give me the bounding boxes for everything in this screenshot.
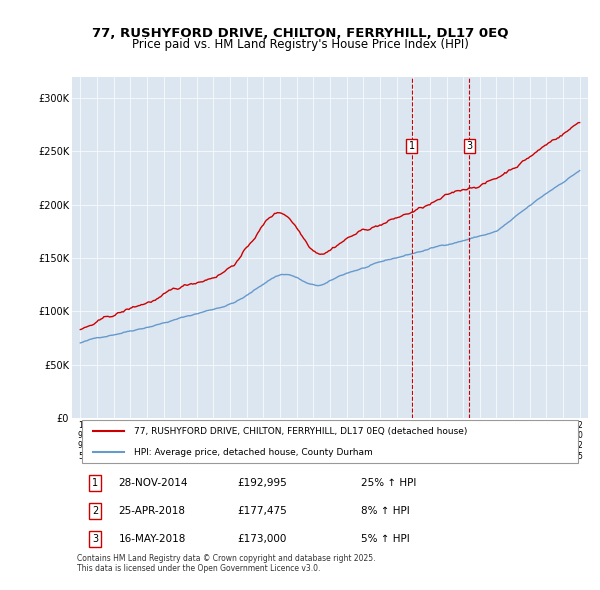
Text: 25% ↑ HPI: 25% ↑ HPI [361,478,416,488]
Text: 2: 2 [92,506,98,516]
Text: 8% ↑ HPI: 8% ↑ HPI [361,506,410,516]
Text: 3: 3 [92,534,98,544]
Text: 3: 3 [466,141,473,151]
Text: 1: 1 [409,141,415,151]
Text: 16-MAY-2018: 16-MAY-2018 [118,534,186,544]
Text: HPI: Average price, detached house, County Durham: HPI: Average price, detached house, Coun… [134,448,373,457]
Text: £173,000: £173,000 [237,534,286,544]
Text: 77, RUSHYFORD DRIVE, CHILTON, FERRYHILL, DL17 0EQ (detached house): 77, RUSHYFORD DRIVE, CHILTON, FERRYHILL,… [134,427,467,436]
Text: 5% ↑ HPI: 5% ↑ HPI [361,534,410,544]
Text: 1: 1 [92,478,98,488]
Text: 77, RUSHYFORD DRIVE, CHILTON, FERRYHILL, DL17 0EQ: 77, RUSHYFORD DRIVE, CHILTON, FERRYHILL,… [92,27,508,40]
Text: Contains HM Land Registry data © Crown copyright and database right 2025.
This d: Contains HM Land Registry data © Crown c… [77,553,376,573]
Text: £177,475: £177,475 [237,506,287,516]
Text: 28-NOV-2014: 28-NOV-2014 [118,478,188,488]
Text: Price paid vs. HM Land Registry's House Price Index (HPI): Price paid vs. HM Land Registry's House … [131,38,469,51]
Text: 25-APR-2018: 25-APR-2018 [118,506,185,516]
Text: £192,995: £192,995 [237,478,287,488]
